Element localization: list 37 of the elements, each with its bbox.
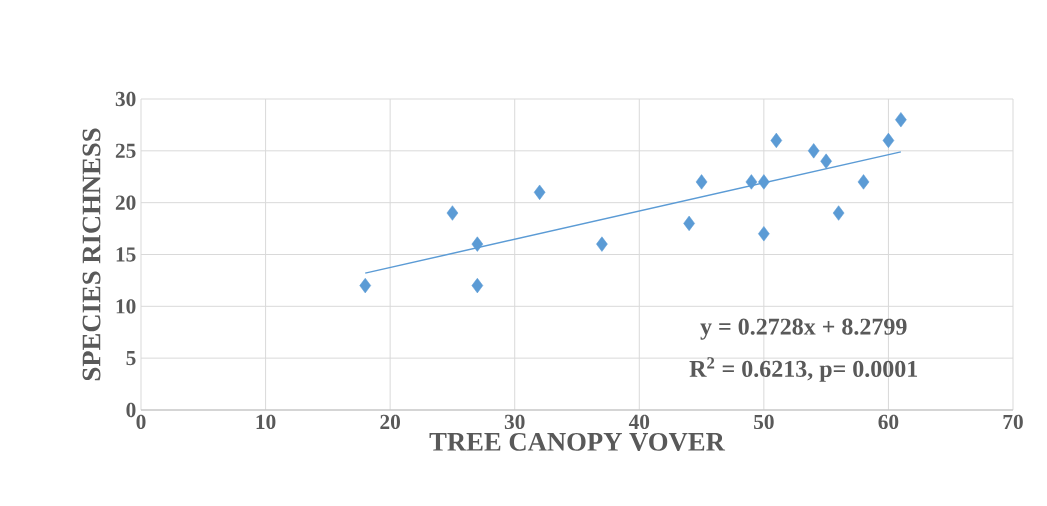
x-tick-label: 70 [1003, 414, 1023, 430]
point [770, 132, 783, 149]
y-tick-label: 10 [116, 299, 136, 314]
y-tick-label: 25 [115, 143, 136, 158]
point [471, 277, 484, 294]
y-tick-label: 30 [115, 91, 136, 107]
y-tick-label: 5 [126, 351, 136, 366]
point [820, 153, 832, 169]
point [596, 236, 608, 252]
x-tick-label: 40 [628, 414, 650, 430]
y-tick-label: 0 [126, 402, 136, 418]
point [359, 277, 372, 294]
point [758, 226, 770, 242]
x-tick-label: 10 [256, 414, 276, 430]
y-tick-label: 20 [115, 195, 136, 210]
annotation: R$^{2}$ = 0.6213, p= 0.0001 [689, 357, 918, 382]
point [895, 112, 907, 128]
point [683, 215, 695, 231]
point [857, 174, 870, 190]
point [695, 174, 708, 190]
point [446, 205, 459, 221]
point [533, 184, 546, 200]
annotation: y = 0.2728x + 8.2799 [700, 318, 907, 340]
point [745, 174, 758, 190]
y-axis-title: SPECIES RICHNESS [82, 128, 101, 381]
x-tick-label: 50 [754, 414, 774, 430]
x-tick-label: 30 [504, 414, 525, 430]
x-tick-label: 60 [878, 414, 899, 430]
point [832, 205, 845, 221]
point [758, 174, 770, 190]
point [882, 132, 895, 149]
y-tick-label: 15 [116, 247, 136, 262]
x-axis-title: TREE CANOPY VOVER [429, 432, 726, 451]
x-tick-label: 20 [380, 414, 400, 430]
point [807, 143, 820, 159]
point [471, 236, 484, 252]
x-tick-label: 0 [136, 414, 146, 430]
